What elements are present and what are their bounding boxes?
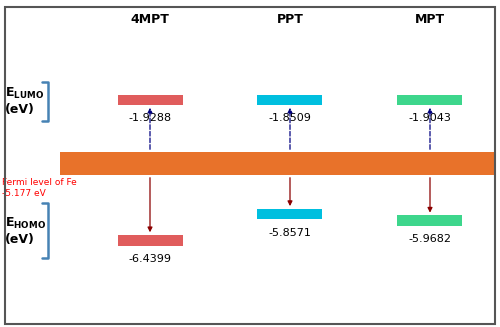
Text: $\mathbf{E_{HOMO}}$
(eV): $\mathbf{E_{HOMO}}$ (eV) [5,215,46,246]
Text: PPT: PPT [276,13,303,26]
Text: -6.4399: -6.4399 [128,254,172,264]
Text: -1.9043: -1.9043 [408,113,452,123]
Bar [118,95,182,105]
Text: -1.8509: -1.8509 [268,113,312,123]
Bar [398,95,462,105]
Text: Fermi level of Fe
-5.177 eV: Fermi level of Fe -5.177 eV [2,178,77,198]
Text: MPT: MPT [415,13,445,26]
Bar [60,152,495,175]
Text: 4MPT: 4MPT [130,13,170,26]
Bar [118,235,182,246]
Bar [258,209,322,219]
Text: -1.9288: -1.9288 [128,113,172,123]
Text: -5.8571: -5.8571 [268,228,312,238]
Text: -5.9682: -5.9682 [408,234,452,244]
Bar [398,215,462,226]
Text: $\mathbf{E_{LUMO}}$
(eV): $\mathbf{E_{LUMO}}$ (eV) [5,86,44,116]
Bar [258,95,322,105]
